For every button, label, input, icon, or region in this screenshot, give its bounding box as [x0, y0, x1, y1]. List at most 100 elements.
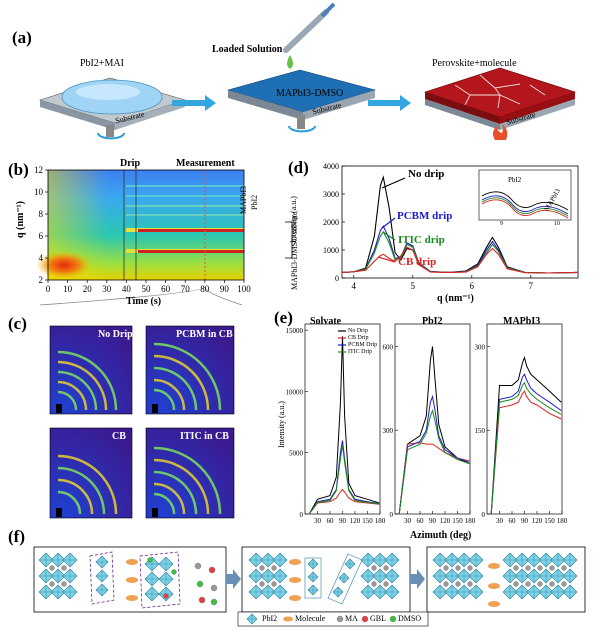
- e-series-line: [490, 373, 562, 515]
- e-series-line: [308, 440, 380, 515]
- drip-label: Drip: [120, 158, 140, 169]
- giwaxs-ring: [57, 390, 78, 411]
- e-y-tick-label: 15000: [286, 327, 304, 335]
- giwaxs-ring: [57, 360, 108, 411]
- substrate-1-side: [40, 100, 115, 130]
- img-title-2: PCBM in CB: [176, 329, 233, 340]
- giwaxs-ring: [153, 378, 186, 411]
- e-series-line: [490, 381, 562, 515]
- giwaxs-ring: [57, 380, 88, 411]
- ma-ion: [61, 581, 67, 587]
- ma-ion: [443, 565, 449, 571]
- b-y-tick-label: 8: [39, 209, 44, 219]
- dashed-frame: [139, 551, 181, 609]
- img-title-4: ITIC in CB: [180, 431, 229, 442]
- heatmap-hotspot: [36, 251, 92, 279]
- d-x-tick-label: 4: [352, 281, 357, 291]
- d-x-tick-label: 6: [470, 281, 475, 291]
- e-series-line: [490, 355, 562, 515]
- b-x-tick-label: 100: [237, 284, 251, 294]
- molecule: [289, 559, 301, 565]
- legend-ma-icon: [336, 615, 344, 623]
- arrow-2: [368, 95, 411, 111]
- molecule: [126, 559, 138, 565]
- substrate-1-side2: [115, 100, 185, 130]
- dashed-frame: [89, 551, 115, 605]
- molecule: [488, 583, 500, 589]
- d-y-tick-label: 4000: [323, 162, 339, 171]
- ma-ion: [61, 565, 67, 571]
- ma-ion: [549, 581, 555, 587]
- e-legend-3: PCBM Drip: [348, 342, 378, 348]
- b-x-tick-label: 60: [161, 284, 171, 294]
- giwaxs-ring: [153, 458, 210, 515]
- e-title-2: PbI2: [422, 316, 443, 327]
- gbl: [163, 593, 169, 599]
- ma-ion: [467, 565, 473, 571]
- ma-ion: [383, 565, 389, 571]
- d-x-tick-label: 7: [529, 281, 534, 291]
- e-y-tick-label: 150: [475, 427, 486, 435]
- e-series-line: [490, 390, 562, 515]
- beamstop: [152, 508, 158, 517]
- e-x-tick-label: 180: [375, 517, 386, 525]
- e-x-tick-label: 60: [417, 517, 425, 525]
- f-legend-gbl: GBL: [370, 614, 386, 623]
- b-y-tick-label: 6: [39, 231, 44, 241]
- ma-ion: [455, 565, 461, 571]
- e-y-tick-label: 600: [383, 343, 394, 351]
- panel-b-heatmap: 0 10 20 30 40 50 60 70 80 90 100 2 4 6 8 10 12: [34, 165, 293, 306]
- itic-arrow: [382, 231, 396, 241]
- gbl: [208, 566, 216, 574]
- ma-ion: [371, 581, 377, 587]
- panel-d-label: (d): [288, 158, 309, 177]
- substrate-2-side: [228, 90, 303, 120]
- b-x-tick-label: 80: [200, 284, 210, 294]
- legend-dmso-icon: [389, 615, 397, 623]
- ma-ion: [549, 565, 555, 571]
- f-arrow-2: [410, 569, 425, 589]
- e-y-tick-label: 0: [390, 511, 394, 519]
- molecule: [289, 595, 301, 601]
- e-legend-2: CB Drip: [348, 335, 369, 341]
- panel-c-bracket: [39, 286, 243, 306]
- b-y-tick-label: 12: [34, 165, 43, 175]
- ma-ion: [443, 581, 449, 587]
- d-inset-line: [481, 199, 569, 219]
- d-inset-line: [481, 191, 569, 211]
- b-x-ticks: 0 10 20 30 40 50 60 70 80 90 100: [46, 280, 251, 294]
- e-x-tick-label: 150: [544, 517, 555, 525]
- panel-c-label: (c): [8, 314, 27, 333]
- molecule: [488, 563, 500, 569]
- d-y-tick-label: 2000: [323, 218, 339, 227]
- d-inset-pbi2: PbI2: [508, 176, 522, 184]
- e-y-tick-label: 0: [300, 511, 304, 519]
- f-legend-molecule: Molecule: [295, 614, 326, 623]
- e-y-tick-label: 300: [383, 427, 394, 435]
- d-inset-tick2: 10: [554, 221, 560, 227]
- ma-ion: [49, 565, 55, 571]
- e-x-tick-label: 90: [339, 517, 347, 525]
- e-x-tick-label: 150: [362, 517, 373, 525]
- e-series-line: [398, 394, 470, 515]
- f-legend-ma: MA: [345, 614, 358, 623]
- b-x-tick-label: 10: [63, 284, 73, 294]
- e-x-tick-label: 120: [440, 517, 451, 525]
- giwaxs-image: [49, 325, 133, 415]
- b-y-tick-label: 10: [34, 187, 44, 197]
- d-inset-tick1: 9: [500, 221, 503, 227]
- ma-ion: [513, 565, 519, 571]
- e-x-tick-label: 120: [532, 517, 543, 525]
- drop-icon: [287, 55, 293, 69]
- f-legend-pbi2: PbI2: [262, 614, 278, 623]
- e-x-tick-label: 30: [314, 517, 322, 525]
- b-y-tick-label: 4: [39, 253, 44, 263]
- b-y-ticks: 2 4 6 8 10 12: [34, 165, 48, 285]
- e-x-tick-label: 150: [452, 517, 463, 525]
- panel-f-label: (f): [8, 527, 25, 546]
- f-legend-dmso: DMSO: [398, 614, 422, 623]
- d-y-tick-label: 3000: [323, 190, 339, 199]
- d-x-tick-label: 5: [411, 281, 416, 291]
- dmso: [196, 580, 204, 588]
